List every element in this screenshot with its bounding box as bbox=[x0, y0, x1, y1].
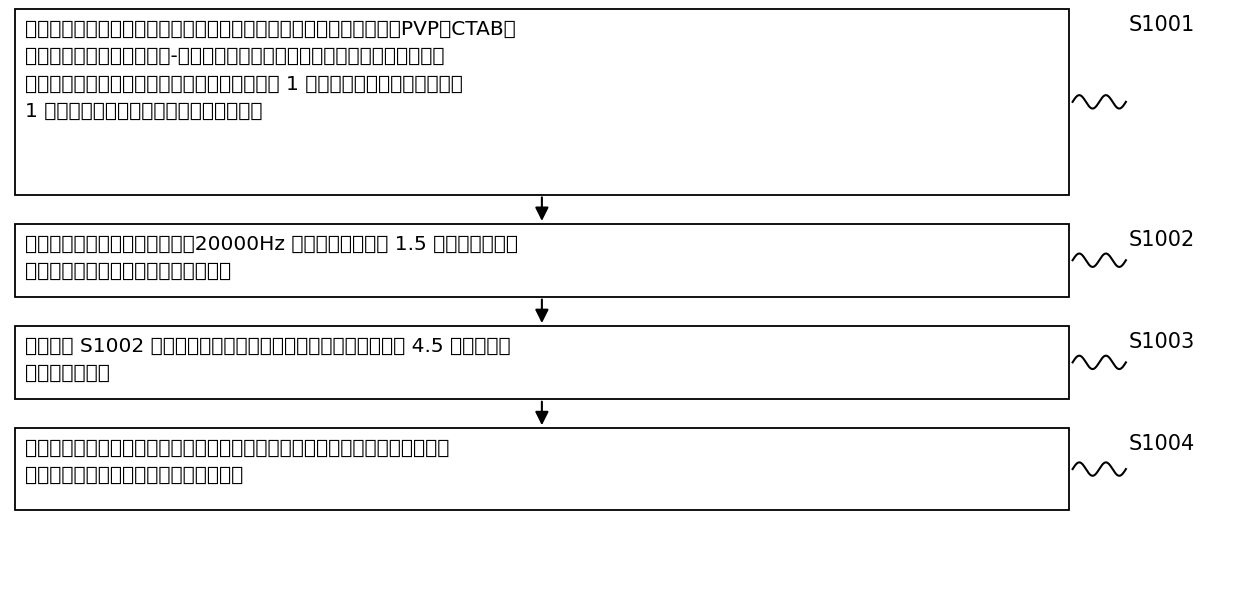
Bar bbox=[15, 428, 1069, 510]
Bar bbox=[15, 224, 1069, 297]
Bar bbox=[15, 9, 1069, 195]
Text: S1001: S1001 bbox=[1128, 15, 1194, 35]
Text: 将去离子水、聚醚硅氧烷共聚物润湿剂、有机硅消泡剂、卡松防腐剂、PVP、CTAB、
氟素表面活性剂、四氟乙烯-六氟丙烯聚合物分散液和石墨蠕虫称量适当的比例
后依次: 将去离子水、聚醚硅氧烷共聚物润湿剂、有机硅消泡剂、卡松防腐剂、PVP、CTAB、… bbox=[25, 20, 516, 121]
Text: 将分散液输送至超声分散机内，20000Hz 超声波环境下振动 1.5 小时，将分散液
中团聚的颗粒进行击碎，使之分散均匀: 将分散液输送至超声分散机内，20000Hz 超声波环境下振动 1.5 小时，将分… bbox=[25, 235, 518, 281]
Text: 将石墨烯液体浆料输送至喷雾干燥机中进行旋转雾化并干燥，得到成品石墨烯粉
体，将成品石墨烯粉体经粉体收集器收集: 将石墨烯液体浆料输送至喷雾干燥机中进行旋转雾化并干燥，得到成品石墨烯粉 体，将成… bbox=[25, 439, 449, 485]
Text: 将经步骤 S1002 处理过的分散液输入纳米砂磨机内进行循环研磨 4.5 小时，得到
石墨烯液体浆料: 将经步骤 S1002 处理过的分散液输入纳米砂磨机内进行循环研磨 4.5 小时，… bbox=[25, 337, 511, 383]
Text: S1004: S1004 bbox=[1128, 434, 1194, 454]
Text: S1002: S1002 bbox=[1128, 230, 1194, 250]
Bar bbox=[15, 326, 1069, 399]
Text: S1003: S1003 bbox=[1128, 332, 1194, 352]
